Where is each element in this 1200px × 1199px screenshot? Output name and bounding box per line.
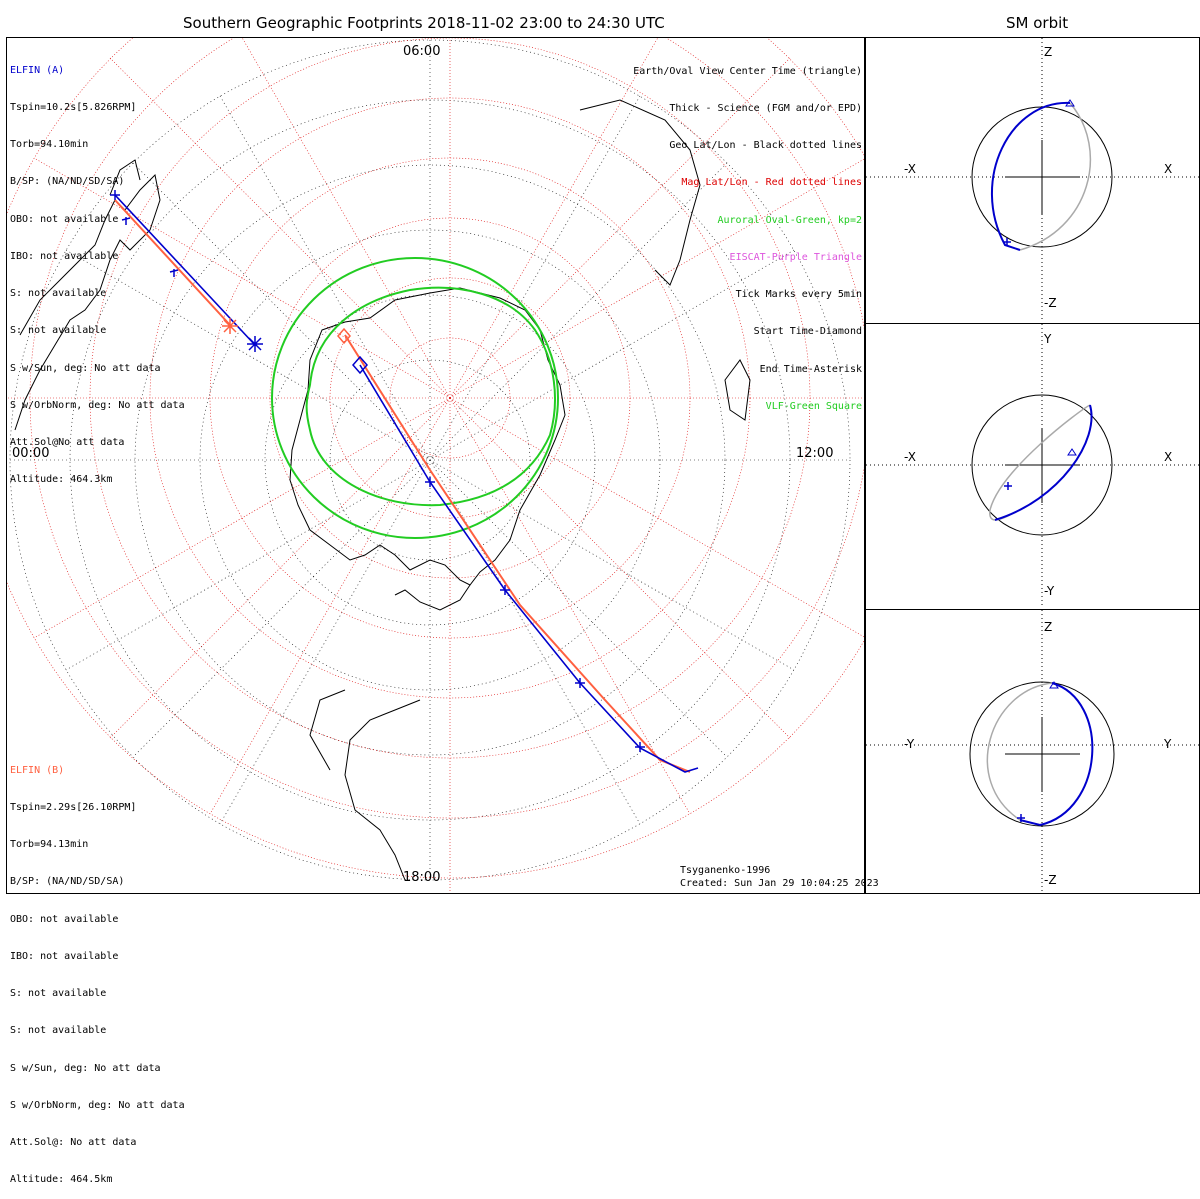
map-frame [6, 37, 865, 894]
mag-grid [7, 38, 864, 893]
start-diamond-b [337, 327, 351, 345]
start-diamond-a [352, 355, 368, 375]
track-start-mark [110, 190, 120, 200]
legend-item: VLF-Green Square [765, 400, 862, 412]
legend-item: Tick Marks every 5min [735, 289, 862, 301]
polar-map [7, 38, 864, 893]
sm1-bottom: -Z [1044, 296, 1057, 310]
auroral-ovals [271, 257, 559, 539]
sm-plot-1 [866, 38, 1200, 322]
sm2-right: X [1164, 450, 1173, 464]
clock-label-right: 12:00 [796, 446, 834, 461]
main-title: Southern Geographic Footprints 2018-11-0… [183, 14, 665, 32]
elfin-a-line: IBO: not available [10, 250, 119, 262]
coastlines [14, 99, 751, 881]
legend: Earth/Oval View Center Time (triangle) T… [633, 41, 862, 426]
elfin-b-line: Att.Sol@: No att data [10, 1137, 137, 1148]
legend-item: EISCAT-Purple Triangle [729, 251, 862, 263]
sm-plot-3 [866, 610, 1200, 893]
elfin-a-info: ELFIN (A) Tspin=10.2s[5.826RPM] Torb=94.… [10, 40, 185, 499]
sm1-top: Z [1044, 45, 1053, 59]
sm3-bottom: -Z [1044, 873, 1057, 887]
track-ticks [121, 217, 645, 752]
end-asterisk-b [222, 318, 238, 334]
created-label: Created: Sun Jan 29 10:04:25 2023 [680, 878, 879, 889]
sm1-left: -X [904, 162, 916, 176]
elfin-a-line: OBO: not available [10, 213, 119, 225]
elfin-b-line: OBO: not available [10, 913, 119, 925]
elfin-a-line: Att.Sol@No att data [10, 437, 125, 448]
elfin-b-line: S w/OrbNorm, deg: No att data [10, 1099, 185, 1111]
legend-item: Earth/Oval View Center Time (triangle) [633, 65, 862, 77]
legend-item: Start Time-Diamond [753, 326, 862, 338]
sm2-top: Y [1044, 332, 1052, 346]
legend-item: End Time-Asterisk [759, 363, 862, 375]
geo-grid [9, 39, 851, 881]
elfin-a-line: Tspin=10.2s[5.826RPM] [10, 102, 137, 114]
clock-label-top: 06:00 [403, 44, 441, 59]
elfin-a-line: B/SP: (NA/ND/SD/SA) [10, 176, 125, 188]
elfin-a-name: ELFIN (A) [10, 64, 65, 76]
sm3-left: -Y [904, 737, 915, 751]
legend-item: Mag Lat/Lon - Red dotted lines [681, 177, 862, 189]
elfin-b-line: Torb=94.13min [10, 839, 89, 851]
legend-item: Geo Lat/Lon - Black dotted lines [669, 140, 862, 152]
elfin-b-line: S: not available [10, 1025, 107, 1037]
elfin-b-line: IBO: not available [10, 950, 119, 962]
clock-label-bottom: 18:00 [403, 870, 441, 885]
elfin-a-line: Altitude: 464.3km [10, 474, 113, 486]
elfin-b-line: B/SP: (NA/ND/SD/SA) [10, 876, 125, 888]
elfin-b-line: Altitude: 464.5km [10, 1174, 113, 1186]
legend-item: Thick - Science (FGM and/or EPD) [669, 103, 862, 115]
elfin-b-line: Tspin=2.29s[26.10RPM] [10, 802, 137, 814]
elfin-a-line: S w/OrbNorm, deg: No att data [10, 399, 185, 411]
elfin-b-line: S w/Sun, deg: No att data [10, 1062, 161, 1074]
sm3-top: Z [1044, 620, 1053, 634]
clock-label-left: 00:00 [12, 446, 50, 461]
sm1-right: X [1164, 162, 1173, 176]
elfin-a-line: S w/Sun, deg: No att data [10, 362, 161, 374]
elfin-a-line: Torb=94.10min [10, 139, 89, 151]
sm-orbit-title: SM orbit [1006, 14, 1069, 32]
elfin-a-line: S: not available [10, 325, 107, 337]
end-asterisk-a [247, 336, 263, 352]
sm3-right: Y [1164, 737, 1172, 751]
model-label: Tsyganenko-1996 [680, 865, 771, 876]
sm2-left: -X [904, 450, 916, 464]
elfin-b-line: S: not available [10, 988, 107, 1000]
elfin-b-name: ELFIN (B) [10, 764, 65, 776]
legend-item: Auroral Oval-Green, kp=2 [717, 214, 863, 226]
sm2-bottom: -Y [1044, 584, 1055, 598]
sm-plot-2 [866, 324, 1200, 608]
sm-orbit-plots [866, 38, 1200, 893]
elfin-a-line: S: not available [10, 288, 107, 300]
